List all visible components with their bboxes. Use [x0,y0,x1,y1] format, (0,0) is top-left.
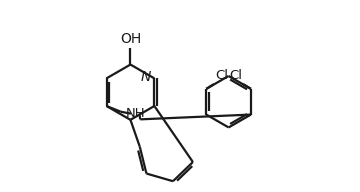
Text: NH: NH [125,107,145,120]
Text: Cl: Cl [215,69,228,82]
Text: N: N [140,70,151,84]
Text: Cl: Cl [229,69,242,82]
Text: OH: OH [120,32,141,46]
